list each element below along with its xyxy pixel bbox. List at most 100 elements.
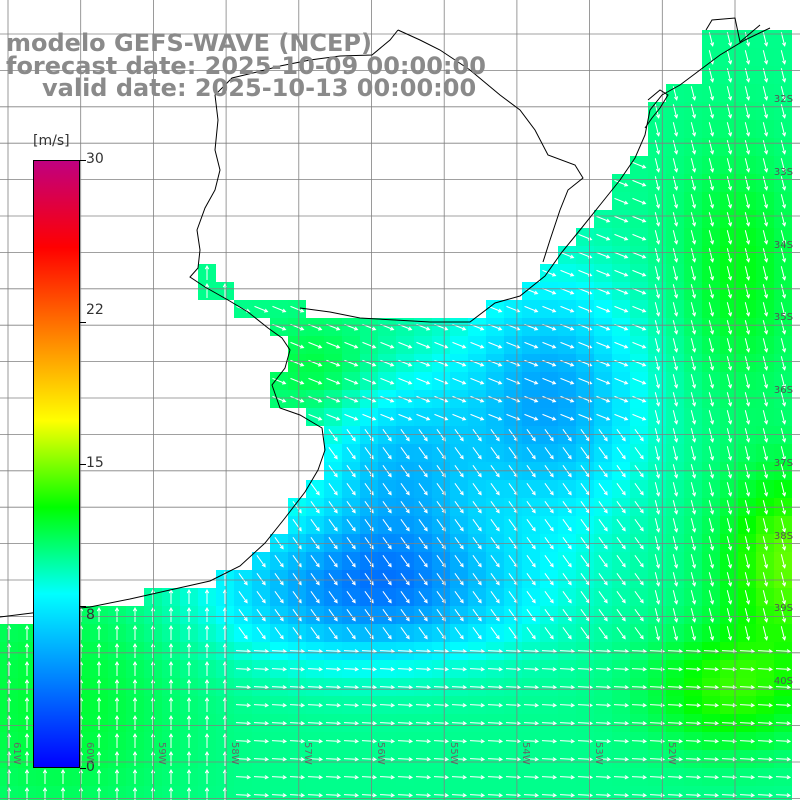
wind-arrow [472, 627, 482, 640]
wind-arrow [343, 793, 360, 798]
wind-arrow [346, 627, 356, 640]
wind-arrow [524, 395, 539, 403]
wind-arrow [346, 609, 356, 622]
wind-arrow [398, 395, 413, 403]
wind-arrow [328, 537, 338, 550]
wind-arrow [418, 447, 428, 460]
wind-arrow [559, 775, 576, 780]
wind-arrow [598, 609, 608, 622]
wind-arrow [744, 284, 751, 299]
wind-arrow [307, 685, 324, 690]
wind-arrow [726, 248, 733, 263]
wind-arrow [690, 590, 697, 605]
wind-arrow [470, 377, 485, 385]
wind-arrow [632, 395, 647, 403]
wind-arrow [454, 537, 464, 550]
wind-arrow [452, 413, 467, 421]
wind-arrow [382, 429, 392, 442]
wind-arrow [382, 555, 392, 568]
wind-speed-cell [468, 786, 486, 800]
wind-arrow [596, 395, 611, 403]
wind-arrow [614, 251, 629, 259]
wind-arrow [469, 775, 486, 780]
wind-arrow [672, 482, 679, 497]
wind-arrow [667, 721, 684, 726]
wind-arrow [721, 739, 738, 744]
wind-arrow [344, 413, 359, 421]
wind-speed-cell [324, 786, 342, 800]
wind-arrow [490, 555, 500, 568]
wind-arrow [436, 483, 446, 496]
colorbar [33, 160, 80, 768]
wind-arrow [672, 230, 679, 245]
wind-arrow [598, 537, 608, 550]
wind-arrow [726, 266, 733, 281]
wind-speed-cell [702, 786, 720, 800]
wind-arrow [328, 627, 338, 640]
wind-arrow [708, 32, 715, 47]
wind-arrow [238, 591, 248, 604]
wind-arrow [328, 519, 338, 532]
wind-arrow [415, 757, 432, 762]
wind-arrow [397, 757, 414, 762]
wind-arrow [326, 395, 341, 403]
wind-arrow [667, 793, 684, 798]
wind-arrow [379, 793, 396, 798]
wind-arrow [654, 122, 661, 137]
wind-arrow [632, 197, 647, 205]
wind-speed-cell [450, 786, 468, 800]
wind-arrow [204, 714, 210, 730]
wind-arrow [433, 721, 450, 726]
wind-arrow [235, 739, 252, 744]
wind-arrow [289, 667, 306, 672]
latitude-label: 38S [773, 531, 793, 542]
wind-arrow [595, 739, 612, 744]
latitude-label: 35S [773, 312, 793, 323]
wind-arrow [631, 667, 648, 672]
wind-arrow [451, 703, 468, 708]
wind-arrow [721, 775, 738, 780]
wind-arrow [361, 703, 378, 708]
wind-arrow [780, 536, 787, 551]
wind-arrow [434, 377, 449, 385]
wind-arrow [762, 248, 769, 263]
wind-arrow [472, 483, 482, 496]
wind-arrow [780, 176, 787, 191]
wind-arrow [739, 703, 756, 708]
wind-arrow [204, 678, 210, 694]
wind-arrow [361, 775, 378, 780]
wind-arrow [631, 721, 648, 726]
wind-arrow [654, 194, 661, 209]
wind-arrow [762, 392, 769, 407]
wind-arrow [739, 793, 756, 798]
wind-arrow [24, 714, 30, 730]
wind-arrow [616, 627, 626, 640]
wind-arrow [634, 483, 644, 496]
wind-arrow [708, 482, 715, 497]
wind-arrow [703, 739, 720, 744]
wind-arrow [762, 122, 769, 137]
wind-arrow [544, 447, 554, 460]
wind-arrow [490, 573, 500, 586]
wind-arrow [382, 483, 392, 496]
wind-arrow [114, 696, 120, 712]
wind-arrow [454, 555, 464, 568]
wind-arrow [454, 573, 464, 586]
wind-arrow [96, 624, 102, 640]
wind-arrow [654, 212, 661, 227]
wind-arrow [186, 678, 192, 694]
wind-arrow [416, 413, 431, 421]
wind-arrow [744, 554, 751, 569]
wind-arrow [346, 555, 356, 568]
wind-arrow [631, 703, 648, 708]
wind-arrow [780, 374, 787, 389]
wind-arrow [168, 750, 174, 766]
colorbar-tick [80, 322, 86, 323]
wind-arrow [744, 482, 751, 497]
wind-arrow [721, 757, 738, 762]
wind-arrow [708, 608, 715, 623]
wind-arrow [726, 32, 733, 47]
wind-arrow [271, 757, 288, 762]
wind-arrow [744, 302, 751, 317]
wind-arrow [346, 429, 356, 442]
